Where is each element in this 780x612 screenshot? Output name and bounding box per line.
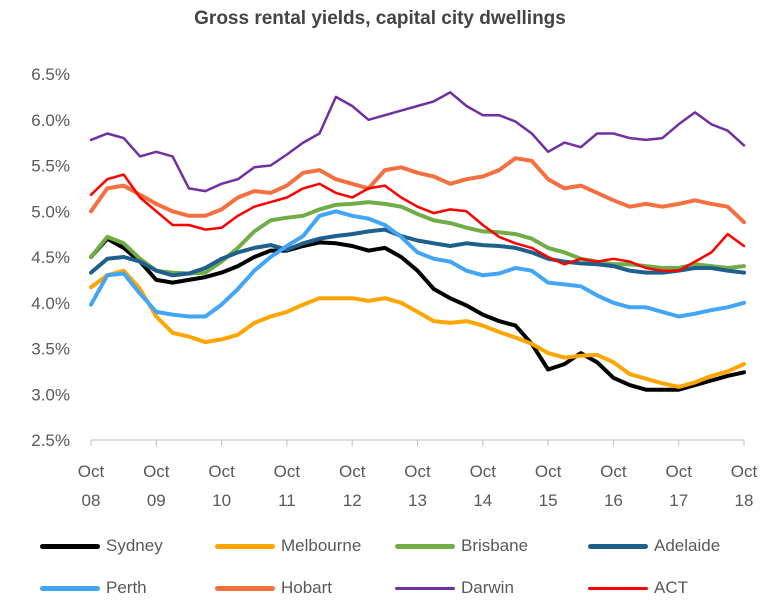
legend-label-hobart: Hobart [281, 578, 333, 597]
legend-swatch-sydney [40, 543, 100, 549]
legend-swatch-perth [40, 585, 100, 591]
legend-item-melbourne: Melbourne [215, 534, 361, 558]
x-tick-label-year: 15 [539, 491, 558, 510]
x-tick-label-month: Oct [731, 462, 758, 481]
y-tick-label: 5.0% [31, 202, 70, 221]
x-tick-label-year: 14 [473, 491, 492, 510]
series-line-brisbane [89, 200, 746, 276]
legend-item-adelaide: Adelaide [588, 534, 720, 558]
x-tick-label-month: Oct [339, 462, 366, 481]
x-tick-label-month: Oct [665, 462, 692, 481]
x-tick-label-month: Oct [470, 462, 497, 481]
legend-item-darwin: Darwin [395, 576, 514, 600]
legend-item-perth: Perth [40, 576, 147, 600]
legend-label-melbourne: Melbourne [281, 536, 362, 555]
x-tick-label-year: 18 [735, 491, 754, 510]
legend-swatch-melbourne [215, 543, 275, 549]
x-tick-label-month: Oct [535, 462, 562, 481]
y-tick-label: 6.5% [31, 65, 70, 84]
series-line-melbourne [89, 268, 746, 389]
x-tick-label-month: Oct [404, 462, 431, 481]
x-tick-label-year: 10 [212, 491, 231, 510]
x-tick-label-month: Oct [208, 462, 235, 481]
legend-label-sydney: Sydney [106, 536, 163, 555]
series-line-darwin [89, 91, 746, 193]
y-tick-label: 4.0% [31, 294, 70, 313]
legend-item-hobart: Hobart [215, 576, 332, 600]
series-line-sydney [89, 236, 746, 392]
x-tick-label-month: Oct [274, 462, 301, 481]
legend-label-act: ACT [654, 578, 688, 597]
legend-label-darwin: Darwin [461, 578, 514, 597]
x-tick-label-year: 08 [82, 491, 101, 510]
legend-item-sydney: Sydney [40, 534, 163, 558]
y-tick-label: 3.0% [31, 385, 70, 404]
legend-swatch-darwin [395, 586, 455, 590]
legend-label-adelaide: Adelaide [654, 536, 721, 555]
x-tick-label-year: 13 [408, 491, 427, 510]
x-tick-label-month: Oct [78, 462, 105, 481]
series-line-hobart [89, 156, 746, 225]
x-tick-label-year: 09 [147, 491, 166, 510]
series-line-perth [89, 209, 746, 319]
legend-item-brisbane: Brisbane [395, 534, 528, 558]
legend-swatch-act [588, 586, 648, 590]
legend-label-perth: Perth [106, 578, 147, 597]
x-tick-label-year: 16 [604, 491, 623, 510]
x-tick-label-year: 11 [278, 491, 296, 510]
y-tick-label: 5.5% [31, 157, 70, 176]
x-tick-label-year: 17 [669, 491, 688, 510]
legend-swatch-hobart [215, 585, 275, 591]
y-tick-label: 4.5% [31, 248, 70, 267]
legend-item-act: ACT [588, 576, 688, 600]
series-line-adelaide [89, 227, 746, 278]
series-lines [89, 91, 746, 392]
y-tick-label: 6.0% [31, 111, 70, 130]
legend-label-brisbane: Brisbane [461, 536, 529, 555]
y-tick-label: 2.5% [31, 431, 70, 450]
x-tick-label-month: Oct [600, 462, 627, 481]
y-tick-label: 3.5% [31, 340, 70, 359]
line-chart: 2.5% 3.0% 3.5% 4.0% 4.5% 5.0% 5.5% 6.0% 6.5% Oct 0… [31, 65, 757, 510]
x-tick-label-month: Oct [143, 462, 170, 481]
axes: 2.5% 3.0% 3.5% 4.0% 4.5% 5.0% 5.5% 6.0% 6.5% Oct 0… [31, 65, 757, 510]
chart-title: Gross rental yields, capital city dwelli… [194, 8, 566, 29]
series-line-act [89, 173, 746, 272]
x-tick-label-year: 12 [343, 491, 362, 510]
legend-swatch-adelaide [588, 543, 648, 549]
legend: Sydney Melbourne Brisbane Adelaide Perth Hoba… [40, 534, 760, 606]
legend-swatch-brisbane [395, 543, 455, 549]
